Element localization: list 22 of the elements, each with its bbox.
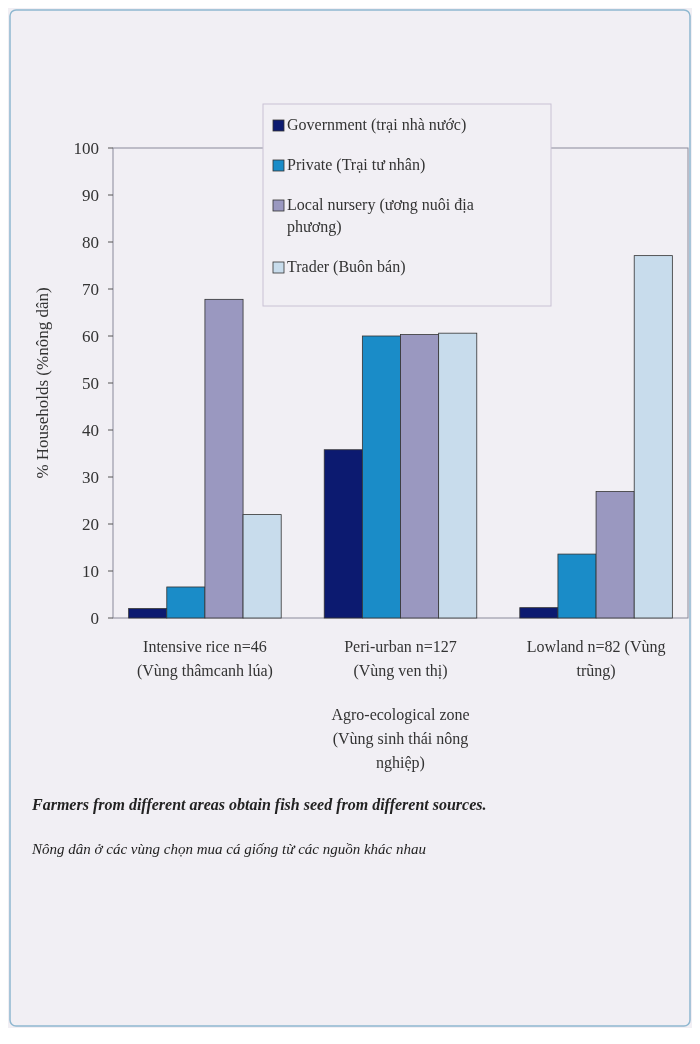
y-tick-label: 40 xyxy=(82,420,99,440)
legend-label: Trader (Buôn bán) xyxy=(287,258,406,276)
legend-label: Private (Trại tư nhân) xyxy=(287,156,426,174)
x-tick-label: Peri-urban n=127 (Vùng ven thị) xyxy=(344,638,457,680)
y-tick-label: 70 xyxy=(82,279,99,299)
y-tick-label: 0 xyxy=(90,608,99,628)
y-tick-label: 50 xyxy=(82,373,99,393)
text: Farmers from different areas obtain fish seed from different sources. xyxy=(31,796,487,814)
text: Nông dân ở các vùng chọn mua cá giống từ các nguồn khác nhau xyxy=(31,841,427,857)
y-tick-label: 60 xyxy=(82,326,99,346)
y-tick-label: 90 xyxy=(82,185,99,205)
x-tick-label: Lowland n=82 (Vùng trũng) xyxy=(526,638,666,680)
legend-label: Government (trại nhà nước) xyxy=(287,116,467,134)
y-axis-title: % Households (%nông dân) xyxy=(33,287,52,479)
x-tick-label: Intensive rice n=46 (Vùng thâmcanh lúa) xyxy=(136,638,273,680)
x-axis-title: Agro-ecological zone (Vùng sinh thái nông nghiệp) xyxy=(331,706,470,772)
y-tick-label: 80 xyxy=(82,232,99,252)
legend-label: Local nursery (ương nuôi địa phương) xyxy=(287,196,474,236)
y-tick-label: 30 xyxy=(82,467,99,487)
y-tick-label: 100 xyxy=(73,138,99,158)
y-tick-label: 20 xyxy=(82,514,99,534)
y-tick-label: 10 xyxy=(82,561,99,581)
